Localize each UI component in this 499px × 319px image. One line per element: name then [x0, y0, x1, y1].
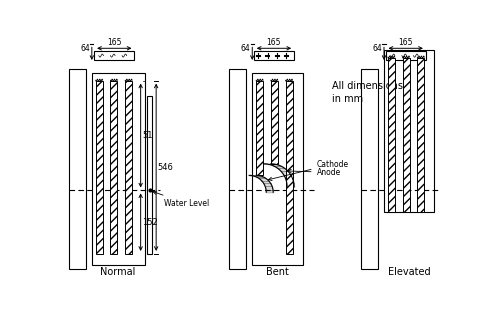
- Text: 64: 64: [241, 44, 250, 53]
- Bar: [125, 81, 132, 254]
- Bar: [254, 51, 294, 60]
- Text: Anode: Anode: [288, 168, 341, 177]
- Bar: [96, 81, 103, 254]
- Text: Normal: Normal: [100, 267, 136, 277]
- Text: 51: 51: [142, 131, 153, 140]
- Bar: [403, 57, 410, 211]
- Text: 165: 165: [266, 38, 281, 47]
- Bar: [256, 81, 263, 175]
- Bar: [252, 73, 302, 265]
- Text: Elevated: Elevated: [388, 267, 431, 277]
- Text: 64: 64: [80, 44, 90, 53]
- Bar: [110, 81, 117, 254]
- Text: Bent: Bent: [266, 267, 289, 277]
- Text: Water Level: Water Level: [153, 191, 209, 208]
- Bar: [285, 81, 292, 254]
- Bar: [384, 50, 434, 211]
- Text: 152: 152: [142, 218, 158, 227]
- Text: Cathode: Cathode: [268, 160, 349, 181]
- Bar: [94, 51, 134, 60]
- Bar: [147, 96, 152, 254]
- Bar: [68, 69, 86, 269]
- Text: 165: 165: [107, 38, 122, 47]
- Text: 165: 165: [398, 38, 413, 47]
- Bar: [417, 57, 424, 211]
- Text: 64: 64: [373, 44, 382, 53]
- Bar: [386, 51, 426, 60]
- Bar: [229, 69, 246, 269]
- Text: 546: 546: [158, 163, 174, 172]
- Text: All dimensions
in mm: All dimensions in mm: [332, 81, 403, 104]
- Bar: [361, 69, 378, 269]
- Bar: [271, 81, 278, 164]
- Bar: [388, 57, 395, 211]
- Bar: [92, 73, 145, 265]
